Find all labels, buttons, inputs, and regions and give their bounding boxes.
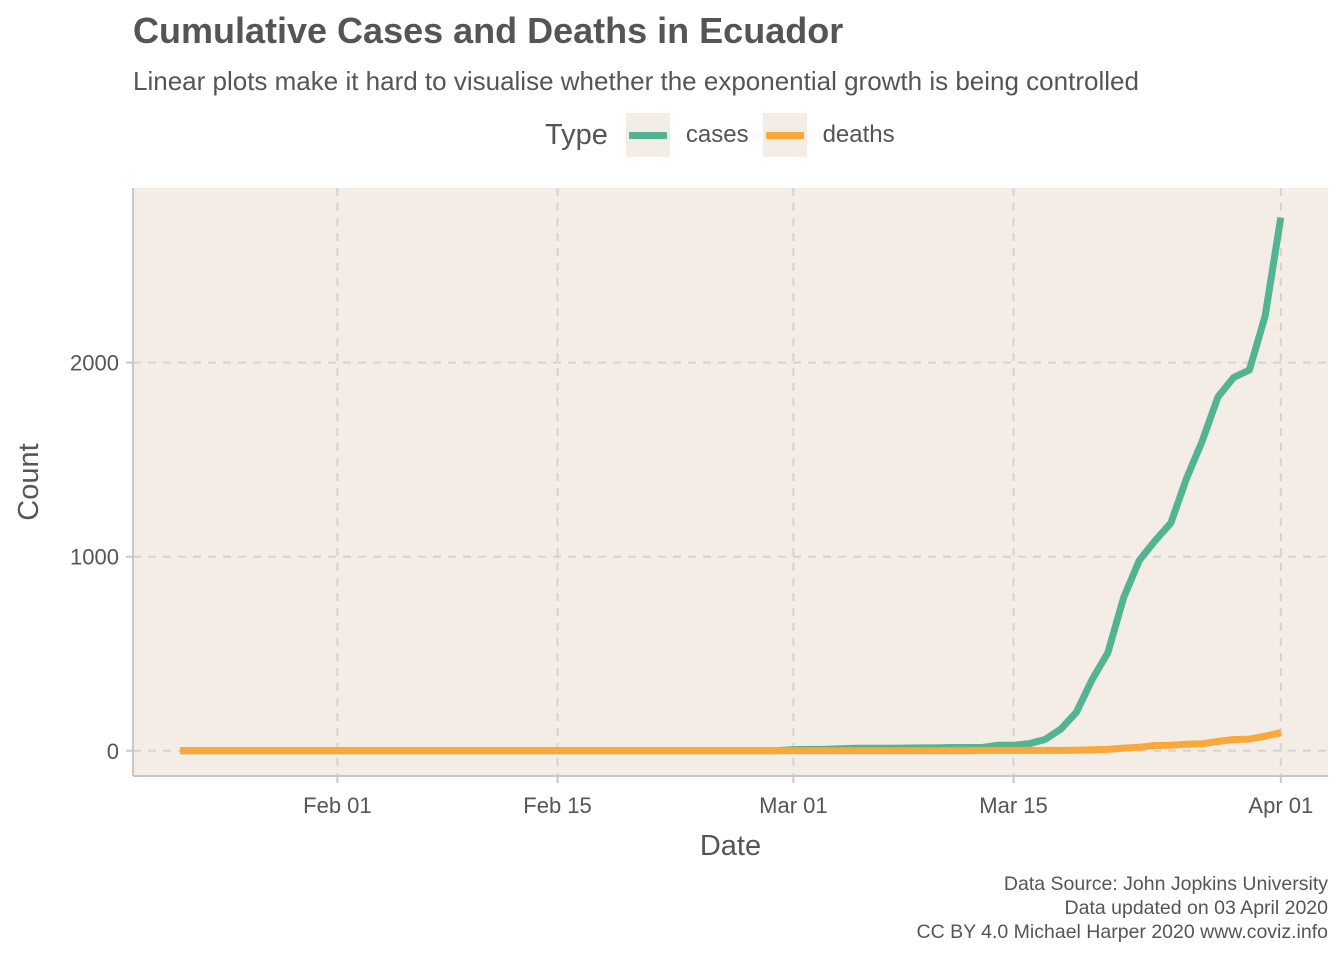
x-tick-label: Feb 01	[303, 793, 372, 818]
legend-key-cases	[625, 113, 670, 157]
legend-title: Type	[545, 118, 608, 151]
x-tick-label: Mar 01	[759, 793, 827, 818]
y-tick-label: 2000	[70, 351, 119, 376]
chart-subtitle: Linear plots make it hard to visualise w…	[133, 66, 1139, 96]
x-tick-label: Feb 15	[523, 793, 592, 818]
legend-item-cases: cases	[625, 113, 753, 157]
plot-panel	[133, 188, 1328, 776]
chart-title: Cumulative Cases and Deaths in Ecuador	[133, 10, 844, 51]
y-tick-label: 1000	[70, 545, 119, 570]
legend-label-deaths: deaths	[822, 121, 895, 148]
y-tick-label: 0	[107, 739, 119, 764]
x-axis-title: Date	[700, 830, 761, 862]
legend-item-deaths: deaths	[762, 113, 899, 157]
legend: Type cases deaths	[545, 112, 909, 158]
legend-key-deaths	[762, 113, 807, 157]
y-axis-title: Count	[13, 443, 45, 520]
x-tick-label: Apr 01	[1248, 793, 1313, 818]
caption-updated: Data updated on 03 April 2020	[1064, 897, 1328, 919]
legend-label-cases: cases	[685, 121, 749, 148]
x-tick-label: Mar 15	[979, 793, 1047, 818]
caption-license: CC BY 4.0 Michael Harper 2020 www.coviz.…	[916, 921, 1329, 943]
series-line-deaths	[180, 729, 1282, 755]
caption-source: Data Source: John Jopkins University	[1003, 873, 1328, 895]
caption: Data Source: John Jopkins University Dat…	[917, 872, 1329, 944]
